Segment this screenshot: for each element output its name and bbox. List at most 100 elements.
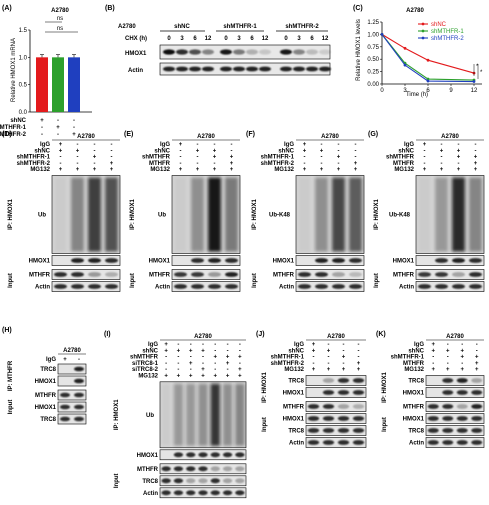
panel-band — [208, 272, 221, 277]
panel-sign: + — [201, 374, 205, 380]
panel-sign: + — [303, 142, 307, 148]
panel-band — [315, 258, 328, 263]
panel-band — [173, 466, 184, 472]
panel-f-row-shMTHFR-2: shMTHFR-2 — [261, 161, 295, 167]
panel-a-ns-1: ns — [57, 16, 63, 22]
panel-band — [349, 272, 362, 277]
panel-smear-lane — [332, 177, 345, 252]
panel-j-band-HMOX1: HMOX1 — [283, 391, 305, 397]
panel-band — [322, 440, 335, 445]
panel-blot-strip — [51, 269, 121, 280]
panel-band — [74, 378, 84, 384]
panel-band — [74, 366, 84, 372]
panel-sign: - — [60, 161, 62, 167]
panel-sign: - — [328, 355, 330, 361]
panel-blot-strip — [305, 425, 367, 436]
panel-band — [222, 478, 233, 484]
panel-g-main-label: Ub-K48 — [389, 213, 411, 219]
panel-c-xtick-label: 6 — [426, 88, 430, 94]
panel-sign: + — [327, 348, 331, 354]
panel-sign: + — [440, 148, 444, 154]
panel-b-times: 0 3 6 12 0 3 6 12 0 3 6 12 — [167, 36, 329, 42]
panel-sign: - — [231, 142, 233, 148]
panel-sign: + — [177, 374, 181, 380]
panel-smear-lane — [88, 177, 101, 252]
panel-band — [352, 440, 365, 445]
panel-band — [208, 284, 221, 289]
panel-a-sign: - — [57, 132, 59, 138]
panel-sign: - — [231, 148, 233, 154]
panel-e-row-MTHFR: MTHFR — [149, 161, 171, 167]
panel-d-label: (D) — [2, 131, 12, 138]
panel-sign: + — [164, 348, 168, 354]
panel-sign: + — [230, 167, 234, 173]
panel-sign: + — [226, 355, 230, 361]
panel-g-input-band-MTHFR: MTHFR — [393, 273, 415, 279]
panel-a-ytick-label: 1.0 — [19, 55, 28, 61]
panel-band — [452, 258, 465, 263]
panel-a-conditions: shNC+--shMTHFR-1-+-shMTHFR-2--+ — [0, 118, 76, 138]
panel-h-label: (H) — [2, 327, 12, 334]
panel-c-sig-2: * — [480, 70, 483, 76]
panel-sign: + — [226, 374, 230, 380]
panel-b-band-actin — [319, 66, 331, 72]
panel-d-row-shMTHFR-2: shMTHFR-2 — [17, 161, 51, 167]
panel-sign: - — [190, 355, 192, 361]
panel-c-point — [472, 80, 476, 83]
panel-a-cond-shNC: shNC — [10, 118, 26, 124]
panel-j-input-band-TRC8: TRC8 — [288, 429, 304, 435]
panel-sign: - — [424, 161, 426, 167]
panel-f-input-label: Input — [252, 273, 258, 288]
panel-b-band-actin — [176, 66, 188, 72]
panel-a-cond-shMTHFR-2: shMTHFR-2 — [0, 132, 27, 138]
panel-c-point — [403, 63, 407, 67]
panel-sign: + — [460, 367, 464, 373]
panel-band — [307, 428, 320, 433]
panel-j-label: (J) — [256, 331, 265, 338]
panel-b-band-hmox1 — [293, 49, 305, 55]
panel-smear-lane — [186, 383, 196, 446]
panel-b-band-actin — [293, 66, 305, 72]
panel-blot-strip — [425, 413, 485, 424]
panel-sign: - — [214, 142, 216, 148]
panel-sign: - — [432, 361, 434, 367]
panel-band — [191, 258, 204, 263]
panel-band — [161, 478, 171, 484]
panel-a-cond-shMTHFR-1: shMTHFR-1 — [0, 125, 27, 131]
panel-i-row-shNC: shNC — [142, 348, 158, 354]
panel-k-row-shNC: shNC — [408, 348, 424, 354]
panel-band — [337, 416, 350, 421]
panel-band — [337, 404, 350, 409]
panel-blot-strip — [295, 269, 365, 280]
panel-sign: - — [197, 161, 199, 167]
panel-sign: - — [461, 361, 463, 367]
panel-c-legend-marker — [421, 36, 425, 40]
panel-blot-strip — [305, 413, 367, 424]
panel-sign: - — [165, 361, 167, 367]
panel-band — [198, 478, 208, 484]
panel-sign: - — [239, 342, 241, 348]
panel-b-band-actin — [220, 66, 232, 72]
panel-g-row-MG132: MG132 — [394, 167, 414, 173]
panel-sign: - — [227, 348, 229, 354]
panel-sign: + — [475, 355, 479, 361]
panel-i-row-shMTHFR: shMTHFR — [130, 355, 159, 361]
panel-sign: + — [431, 348, 435, 354]
panel-k-band-HMOX1: HMOX1 — [403, 391, 425, 397]
panel-sign: - — [355, 142, 357, 148]
panel-band — [173, 452, 184, 458]
panel-smear-lane — [298, 177, 311, 252]
panel-sign: + — [189, 374, 193, 380]
panel-band — [471, 440, 483, 445]
panel-smear-lane — [225, 177, 238, 252]
panel-i-input-band-TRC8: TRC8 — [142, 479, 158, 485]
panel-sign: + — [457, 155, 461, 161]
panel-smear-lane — [222, 383, 233, 446]
panel-sign: + — [431, 367, 435, 373]
panel-band — [322, 404, 335, 409]
panel-sign: + — [460, 355, 464, 361]
panel-b-band-actin — [306, 66, 318, 72]
panel-k-input-label: Input — [382, 417, 388, 432]
panel-c-ytick-label: 1.25 — [367, 20, 379, 26]
